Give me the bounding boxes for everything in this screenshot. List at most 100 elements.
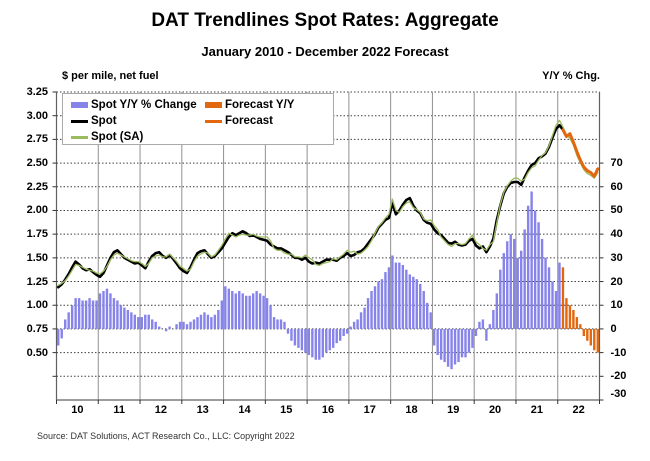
bar-spot-y-y-change <box>547 267 551 329</box>
bar-spot-y-y-change <box>60 328 63 339</box>
bar-spot-y-y-change <box>64 319 67 329</box>
bar-forecast-y-y <box>575 317 579 329</box>
right-tick-label: 10 <box>610 299 623 312</box>
bar-spot-y-y-change <box>168 326 171 329</box>
bar-spot-y-y-change <box>70 305 74 329</box>
bar-spot-y-y-change <box>474 328 478 337</box>
bar-spot-y-y-change <box>192 319 196 329</box>
bar-spot-y-y-change <box>137 317 140 329</box>
bar-spot-y-y-change <box>373 286 377 329</box>
right-tick-label: 70 <box>610 157 623 170</box>
line-forecast <box>561 128 600 178</box>
bar-spot-y-y-change <box>429 312 432 329</box>
bar-spot-y-y-change <box>140 317 143 329</box>
left-tick-label: 2.50 <box>26 157 48 170</box>
bar-spot-y-y-change <box>206 314 210 329</box>
bar-spot-y-y-change <box>398 262 401 329</box>
bar-spot-y-y-change <box>304 328 307 353</box>
bar-spot-y-y-change <box>436 328 439 355</box>
bar-spot-y-y-change <box>241 293 244 329</box>
x-axis-year-label: 14 <box>238 404 251 416</box>
bar-spot-y-y-change <box>67 312 70 329</box>
right-tick-label: -30 <box>610 388 627 400</box>
bar-spot-y-y-change <box>123 307 126 329</box>
bar-spot-y-y-change <box>464 328 467 358</box>
bar-spot-y-y-change <box>391 255 394 329</box>
bar-spot-y-y-change <box>130 312 133 329</box>
bar-spot-y-y-change <box>408 274 411 329</box>
bar-spot-y-y-change <box>377 281 380 329</box>
bar-spot-y-y-change <box>217 309 220 329</box>
bar-spot-y-y-change <box>325 328 328 353</box>
right-axis-unit-label: Y/Y % Chg. <box>542 70 600 82</box>
legend-label: Forecast <box>225 115 273 127</box>
bar-spot-y-y-change <box>77 298 81 329</box>
line-spot-sa- <box>57 119 599 286</box>
bar-spot-y-y-change <box>387 267 391 329</box>
bar-spot-y-y-change <box>439 328 443 360</box>
bar-spot-y-y-change <box>467 328 471 353</box>
bar-spot-y-y-change <box>203 312 206 329</box>
bar-spot-y-y-change <box>112 298 116 329</box>
bar-spot-y-y-change <box>210 317 213 329</box>
bar-forecast-y-y <box>593 328 596 351</box>
bar-spot-y-y-change <box>245 295 248 329</box>
bar-spot-y-y-change <box>419 283 422 329</box>
bar-spot-y-y-change <box>426 302 429 329</box>
bar-spot-y-y-change <box>88 298 91 329</box>
bar-spot-y-y-change <box>109 293 112 329</box>
left-tick-label: 0.50 <box>26 346 48 359</box>
bar-spot-y-y-change <box>356 319 359 329</box>
legend-bar-swatch <box>71 102 88 108</box>
left-tick-label: 2.75 <box>26 133 48 146</box>
bar-spot-y-y-change <box>119 305 123 329</box>
bar-spot-y-y-change <box>492 309 495 329</box>
bar-spot-y-y-change <box>283 321 286 329</box>
bar-spot-y-y-change <box>335 328 338 344</box>
bar-spot-y-y-change <box>457 328 460 363</box>
x-axis-year-label: 15 <box>280 404 293 416</box>
bar-spot-y-y-change <box>95 300 98 329</box>
bar-spot-y-y-change <box>495 293 499 329</box>
bar-spot-y-y-change <box>506 241 509 329</box>
bar-spot-y-y-change <box>269 305 272 329</box>
legend-bar-swatch <box>205 102 222 108</box>
x-axis-year-label: 10 <box>71 404 84 416</box>
chart-legend: Spot Y/Y % Change Forecast Y/Y Spot Forecas… <box>62 93 334 145</box>
left-tick-label: 1.25 <box>26 275 48 288</box>
bar-spot-y-y-change <box>443 328 446 363</box>
bar-spot-y-y-change <box>231 291 234 329</box>
bar-spot-y-y-change <box>422 291 425 329</box>
bar-spot-y-y-change <box>175 324 178 329</box>
x-axis-year-label: 19 <box>447 404 460 416</box>
bar-spot-y-y-change <box>314 328 318 360</box>
bar-spot-y-y-change <box>234 293 237 329</box>
left-tick-label: 0.75 <box>26 322 48 335</box>
bar-spot-y-y-change <box>290 328 293 341</box>
bar-forecast-y-y <box>589 328 592 346</box>
legend-line-swatch <box>205 119 222 123</box>
bar-spot-y-y-change <box>276 319 279 329</box>
bar-forecast-y-y <box>568 305 572 329</box>
bar-spot-y-y-change <box>220 300 224 329</box>
bar-spot-y-y-change <box>338 328 342 341</box>
bar-forecast-y-y <box>565 298 568 329</box>
bar-spot-y-y-change <box>558 262 561 329</box>
bar-forecast-y-y <box>579 324 582 329</box>
right-tick-label: 30 <box>610 251 623 264</box>
bar-spot-y-y-change <box>526 205 530 329</box>
bar-spot-y-y-change <box>523 229 526 329</box>
x-axis-year-label: 22 <box>572 404 585 416</box>
right-tick-label: -20 <box>610 370 627 383</box>
bar-spot-y-y-change <box>540 238 544 329</box>
bar-spot-y-y-change <box>370 291 373 329</box>
bar-spot-y-y-change <box>311 328 314 358</box>
bar-spot-y-y-change <box>227 288 230 329</box>
bar-spot-y-y-change <box>412 276 415 329</box>
bar-spot-y-y-change <box>481 319 485 329</box>
bar-spot-y-y-change <box>533 210 537 329</box>
bar-forecast-y-y <box>582 328 586 337</box>
bar-spot-y-y-change <box>279 319 283 329</box>
bar-forecast-y-y <box>586 328 589 341</box>
